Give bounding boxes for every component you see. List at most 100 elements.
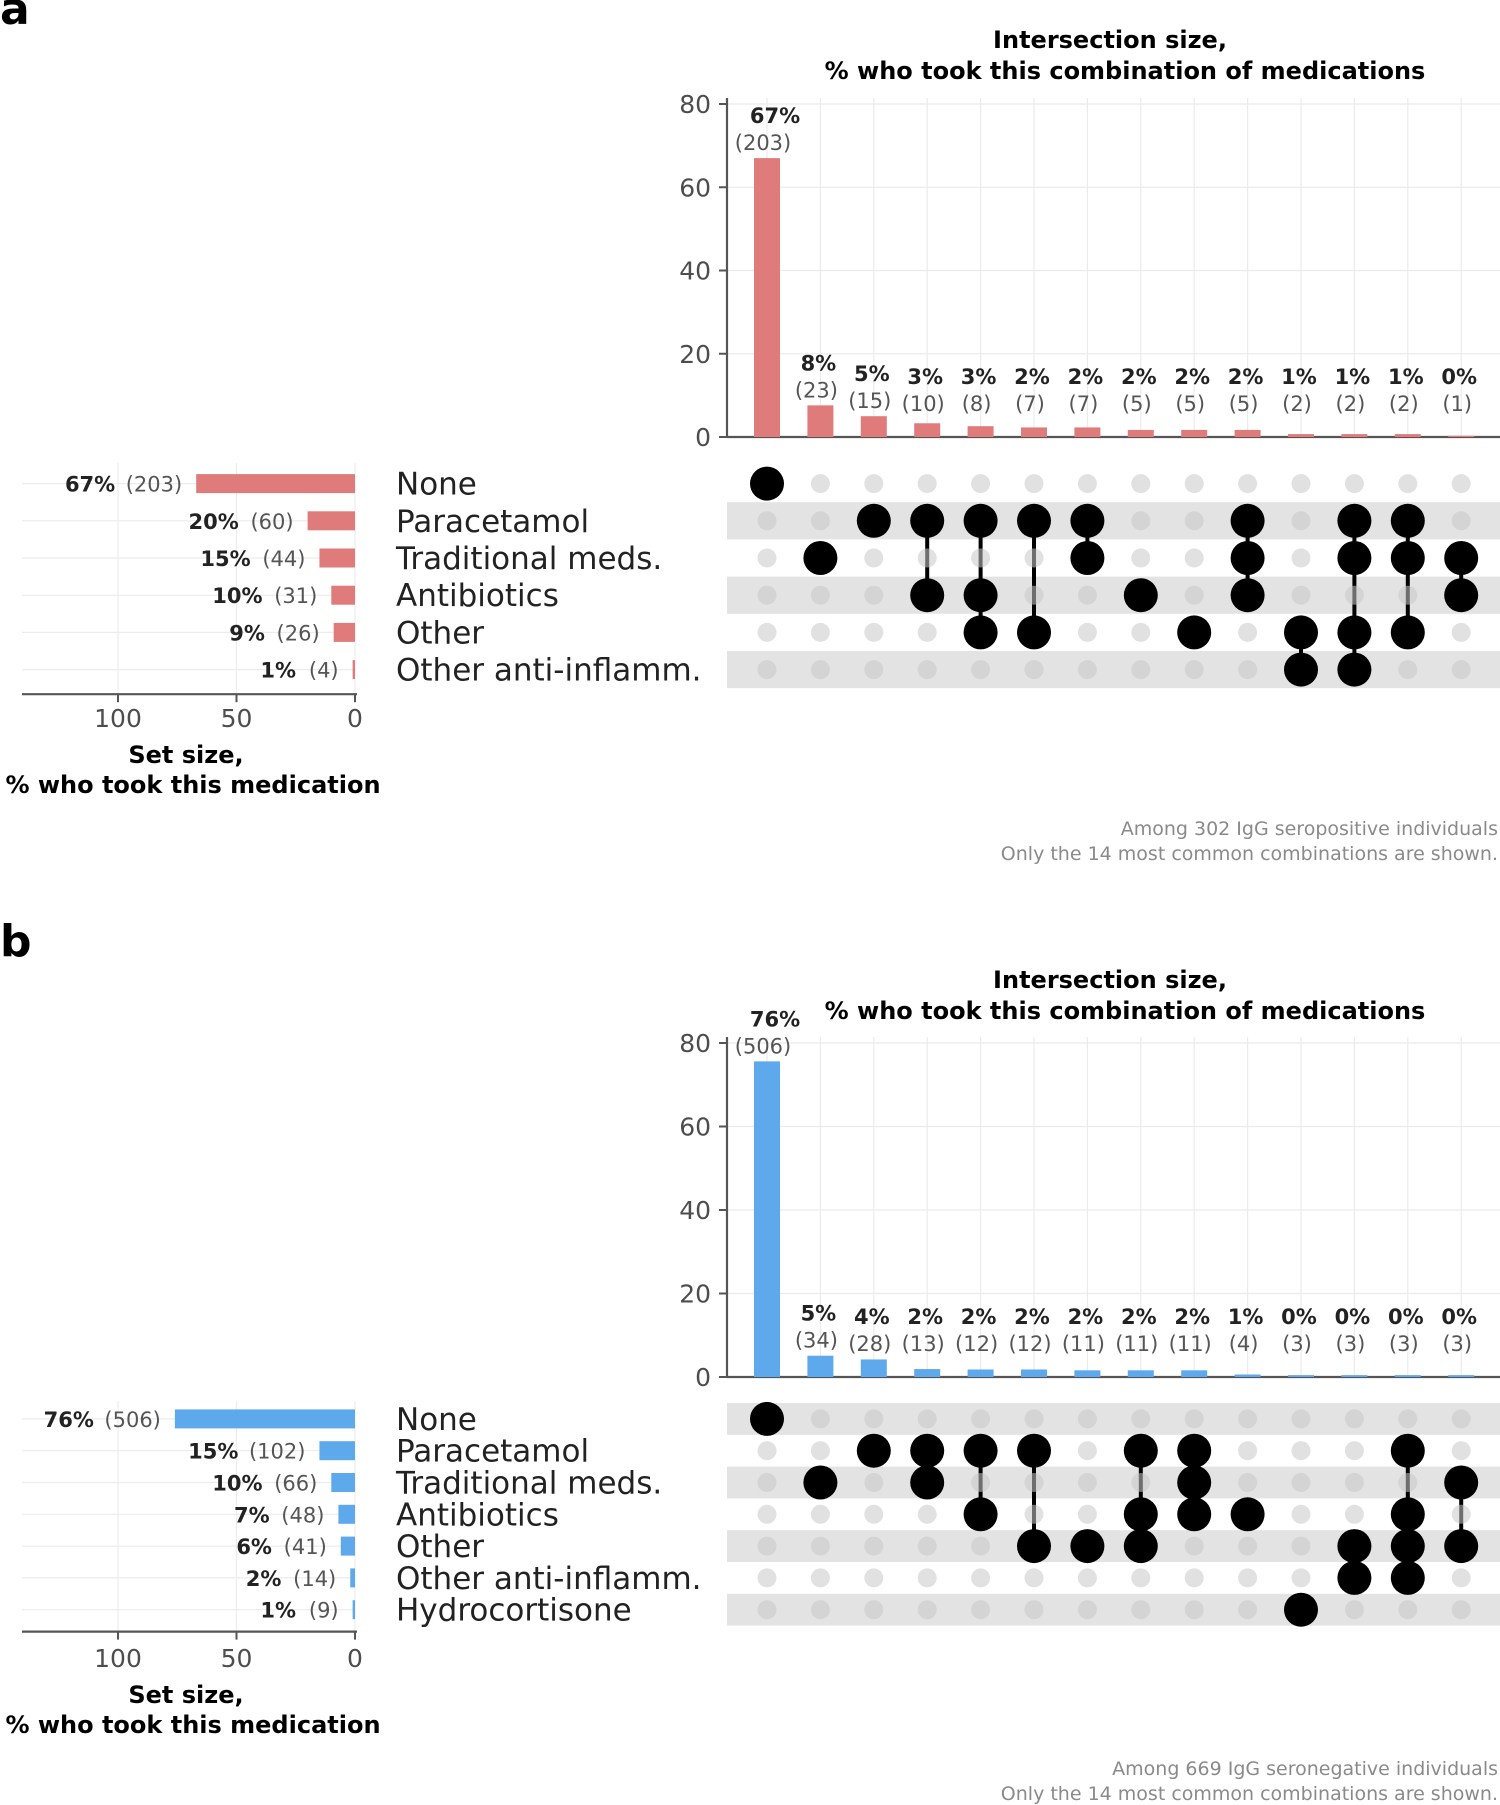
intersection-count-label: (12) [1008, 1332, 1051, 1356]
intersection-bar [1394, 434, 1421, 437]
y-tick-label: 40 [679, 1196, 711, 1225]
matrix-dot-filled [910, 1433, 945, 1468]
set-name-label: Paracetamol [396, 1434, 589, 1470]
matrix-dot-empty [1238, 1409, 1258, 1429]
set-name-label: Paracetamol [396, 504, 589, 540]
set-pct-label: 1% [260, 1599, 296, 1623]
matrix-dot-empty [1077, 1600, 1097, 1620]
matrix-dot-filled [1017, 1529, 1051, 1564]
matrix-dot-filled [1123, 1497, 1158, 1532]
intersection-count-label: (10) [902, 392, 945, 416]
intersection-count-label: (11) [1169, 1332, 1212, 1356]
intersection-bar [754, 1061, 780, 1377]
matrix-dot-filled [1017, 503, 1051, 538]
intersection-bar [1127, 429, 1154, 437]
y-tick-label: 20 [679, 1280, 711, 1309]
set-pct-label: 7% [234, 1503, 270, 1527]
intersection-pct-label: 2% [1174, 1305, 1210, 1329]
set-count-label: (506) [104, 1408, 160, 1432]
intersection-bar [1181, 429, 1208, 437]
set-pct-label: 15% [188, 1440, 238, 1464]
matrix-dot-empty [1077, 1568, 1097, 1588]
matrix-dot-empty [1344, 1504, 1364, 1524]
matrix-dot-empty [864, 585, 884, 605]
intersection-bar [967, 426, 994, 437]
y-tick-label: 60 [679, 1113, 711, 1142]
set-name-label: Hydrocortisone [396, 1593, 632, 1629]
matrix-dot-filled [803, 1465, 838, 1500]
intersection-bar [1341, 1375, 1368, 1377]
intersection-count-label: (4) [1229, 1332, 1259, 1356]
set-pct-label: 67% [65, 473, 115, 497]
matrix-dot-empty [1451, 1504, 1471, 1524]
matrix-dot-empty [917, 548, 937, 568]
matrix-dot-empty [1184, 660, 1204, 680]
matrix-dot-empty [1077, 1409, 1097, 1429]
set-pct-label: 10% [212, 584, 262, 608]
set-count-label: (31) [274, 584, 317, 608]
intersection-pct-label: 1% [1228, 1305, 1264, 1329]
matrix-dot-filled [1390, 503, 1425, 538]
set-tick-label: 0 [347, 1644, 363, 1673]
matrix-dot-filled [1337, 541, 1372, 575]
set-pct-label: 76% [44, 1408, 94, 1432]
matrix-dot-filled [1177, 1465, 1212, 1500]
intersection-title-line2: % who took this combination of medicatio… [825, 997, 1426, 1025]
matrix-dot-empty [917, 622, 937, 642]
matrix-dot-empty [1077, 622, 1097, 642]
panel-b: b Intersection size, % who took this combi… [0, 916, 1500, 1805]
intersection-count-label: (7) [1015, 392, 1045, 416]
set-count-label: (60) [250, 510, 293, 534]
matrix-dot-empty [1024, 1473, 1044, 1492]
matrix-dot-empty [1291, 1409, 1311, 1429]
matrix-dot-empty [757, 1473, 777, 1492]
matrix-dot-empty [1291, 474, 1311, 494]
matrix-dot-filled [1390, 541, 1425, 575]
matrix-dot-empty [864, 1473, 884, 1492]
matrix-dot-filled [1284, 615, 1318, 650]
matrix-dot-empty [1184, 1536, 1204, 1556]
intersection-pct-label: 5% [854, 362, 890, 386]
matrix-dot-empty [1184, 585, 1204, 605]
set-pct-label: 2% [246, 1567, 282, 1591]
matrix-dot-empty [757, 1568, 777, 1588]
matrix-dot-filled [1390, 1497, 1425, 1532]
y-tick-label: 80 [679, 1029, 711, 1058]
matrix-dot-filled [963, 615, 998, 650]
intersection-bar [1288, 434, 1314, 437]
matrix-dot-filled [1177, 1433, 1212, 1468]
set-name-label: Other [396, 615, 484, 651]
panel-a: a Intersection size, % who took this combi… [0, 0, 1500, 865]
set-name-label: Traditional meds. [395, 541, 662, 577]
set-count-label: (102) [249, 1440, 305, 1464]
intersection-pct-label: 2% [961, 1305, 997, 1329]
intersection-count-label: (28) [848, 1332, 891, 1356]
y-tick-label: 80 [679, 90, 711, 119]
matrix-dot-empty [1238, 1473, 1258, 1492]
intersection-bar [860, 416, 887, 437]
matrix-dot-filled [1123, 1529, 1158, 1564]
intersection-pct-label: 0% [1388, 1305, 1424, 1329]
matrix-dot-empty [971, 660, 991, 680]
matrix-dot-empty [1344, 1473, 1364, 1492]
intersection-pct-label: 4% [854, 1305, 890, 1329]
matrix-dot-empty [1451, 474, 1471, 494]
set-size-bar [352, 1600, 355, 1620]
intersection-pct-label: 8% [801, 351, 837, 375]
matrix-dot-filled [1177, 615, 1212, 650]
matrix-dot-empty [1131, 474, 1151, 494]
matrix-dot-filled [1123, 578, 1158, 613]
set-size-bar [319, 1441, 355, 1461]
set-count-label: (9) [309, 1599, 339, 1623]
intersection-count-label: (11) [1115, 1332, 1158, 1356]
set-tick-label: 50 [221, 1644, 253, 1673]
intersection-pct-label: 2% [1174, 365, 1210, 389]
intersection-pct-label: 2% [1228, 365, 1264, 389]
intersection-count-label: (3) [1442, 1332, 1472, 1356]
matrix-dot-empty [864, 660, 884, 680]
set-size-bar [196, 474, 355, 494]
matrix-dot-filled [1230, 578, 1265, 613]
matrix-dot-empty [1344, 1409, 1364, 1429]
matrix-dot-empty [757, 1600, 777, 1620]
matrix-dot-empty [864, 474, 884, 494]
